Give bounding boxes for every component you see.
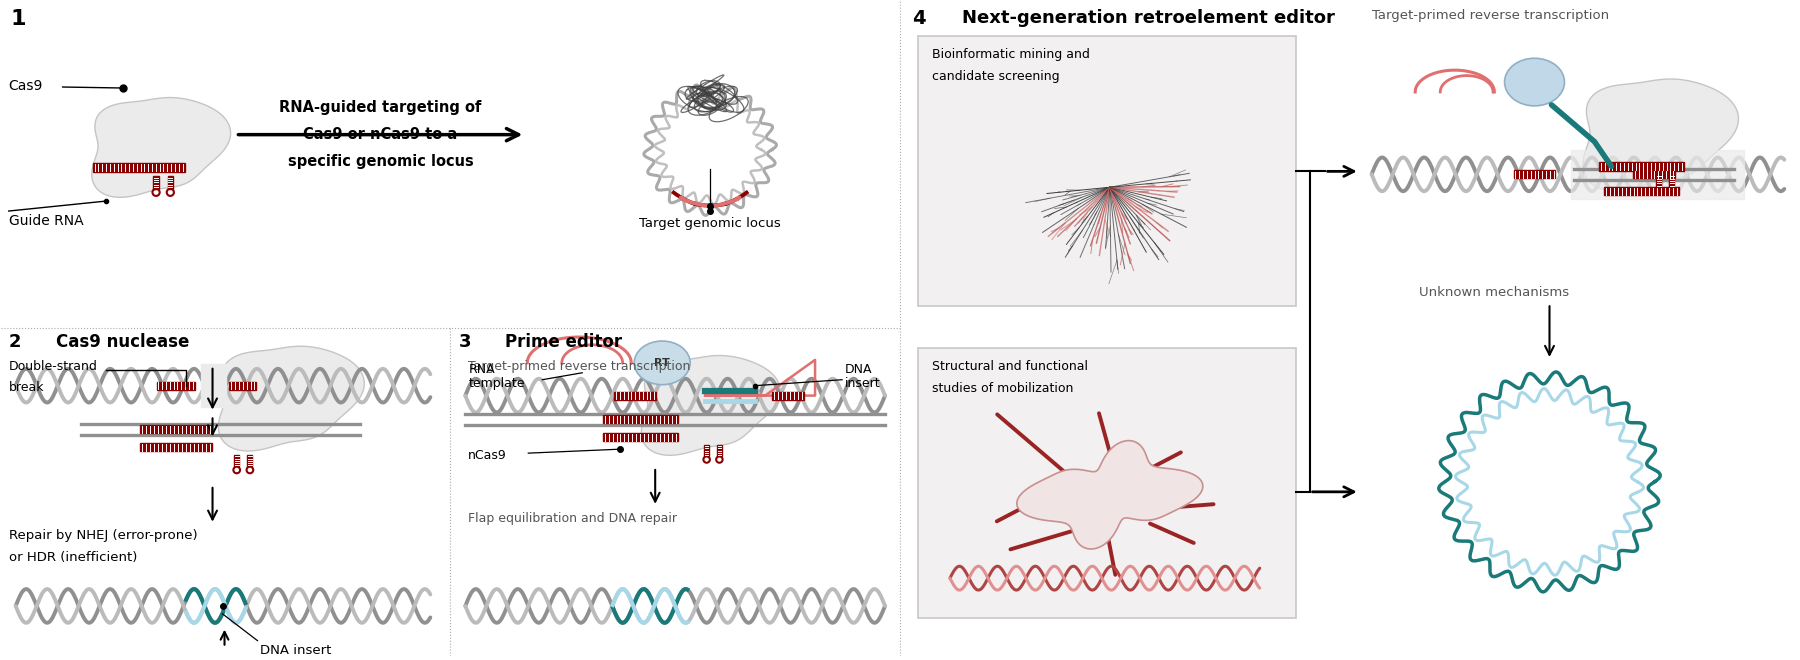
Bar bbox=[1598, 162, 1683, 170]
Text: 2: 2 bbox=[9, 333, 22, 351]
Text: studies of mobilization: studies of mobilization bbox=[932, 381, 1073, 395]
Bar bbox=[1669, 176, 1674, 187]
Bar bbox=[704, 446, 709, 456]
Bar bbox=[140, 425, 212, 434]
Ellipse shape bbox=[634, 341, 689, 385]
Text: 4: 4 bbox=[913, 9, 925, 28]
Bar bbox=[772, 391, 805, 400]
Polygon shape bbox=[1582, 79, 1739, 191]
Text: specific genomic locus: specific genomic locus bbox=[288, 154, 473, 169]
Bar bbox=[603, 434, 677, 442]
Text: 1: 1 bbox=[11, 9, 27, 28]
Text: Bioinformatic mining and: Bioinformatic mining and bbox=[932, 48, 1089, 61]
Text: DNA: DNA bbox=[844, 363, 873, 376]
Bar bbox=[1656, 176, 1661, 187]
Text: Cas9: Cas9 bbox=[9, 79, 43, 93]
Polygon shape bbox=[641, 356, 779, 455]
Bar bbox=[614, 391, 657, 400]
Text: RNA-guided targeting of: RNA-guided targeting of bbox=[279, 100, 482, 115]
Text: Cas9 or nCas9 to a: Cas9 or nCas9 to a bbox=[302, 127, 457, 142]
Bar bbox=[716, 446, 722, 456]
Text: break: break bbox=[9, 381, 45, 394]
Text: 3: 3 bbox=[459, 333, 472, 351]
Bar bbox=[603, 415, 677, 423]
Text: candidate screening: candidate screening bbox=[932, 70, 1060, 83]
Bar bbox=[1514, 170, 1555, 178]
Text: Target-primed reverse transcription: Target-primed reverse transcription bbox=[1372, 9, 1609, 22]
Text: Unknown mechanisms: Unknown mechanisms bbox=[1420, 286, 1570, 300]
Text: Guide RNA: Guide RNA bbox=[9, 214, 83, 228]
Text: Next-generation retroelement editor: Next-generation retroelement editor bbox=[961, 9, 1336, 26]
Bar bbox=[1604, 187, 1679, 195]
Text: RNA: RNA bbox=[468, 363, 495, 376]
Text: nCas9: nCas9 bbox=[468, 449, 508, 461]
Bar bbox=[247, 455, 252, 467]
Bar bbox=[157, 381, 194, 390]
Text: template: template bbox=[468, 377, 526, 389]
FancyBboxPatch shape bbox=[918, 348, 1296, 618]
Text: Repair by NHEJ (error-prone): Repair by NHEJ (error-prone) bbox=[9, 529, 198, 542]
Bar bbox=[1633, 170, 1676, 178]
Bar bbox=[92, 163, 185, 172]
Text: Structural and functional: Structural and functional bbox=[932, 360, 1087, 373]
Text: Cas9 nuclease: Cas9 nuclease bbox=[56, 333, 189, 351]
Text: or HDR (inefficient): or HDR (inefficient) bbox=[9, 551, 137, 564]
Text: Flap equilibration and DNA repair: Flap equilibration and DNA repair bbox=[468, 512, 677, 525]
FancyBboxPatch shape bbox=[918, 36, 1296, 306]
Polygon shape bbox=[218, 346, 364, 451]
Polygon shape bbox=[1017, 441, 1202, 549]
Text: Target genomic locus: Target genomic locus bbox=[639, 217, 781, 230]
Bar bbox=[167, 176, 173, 189]
Text: insert: insert bbox=[844, 377, 880, 389]
Text: Target-primed reverse transcription: Target-primed reverse transcription bbox=[468, 360, 691, 373]
Text: RT: RT bbox=[655, 358, 670, 368]
Text: Double-strand: Double-strand bbox=[9, 360, 97, 373]
Bar bbox=[234, 455, 239, 467]
Bar bbox=[229, 381, 256, 390]
Ellipse shape bbox=[1505, 58, 1564, 106]
Bar bbox=[153, 176, 158, 189]
Polygon shape bbox=[92, 98, 230, 197]
Bar bbox=[140, 443, 212, 451]
Text: Prime editor: Prime editor bbox=[506, 333, 623, 351]
Text: DNA insert: DNA insert bbox=[261, 644, 331, 657]
